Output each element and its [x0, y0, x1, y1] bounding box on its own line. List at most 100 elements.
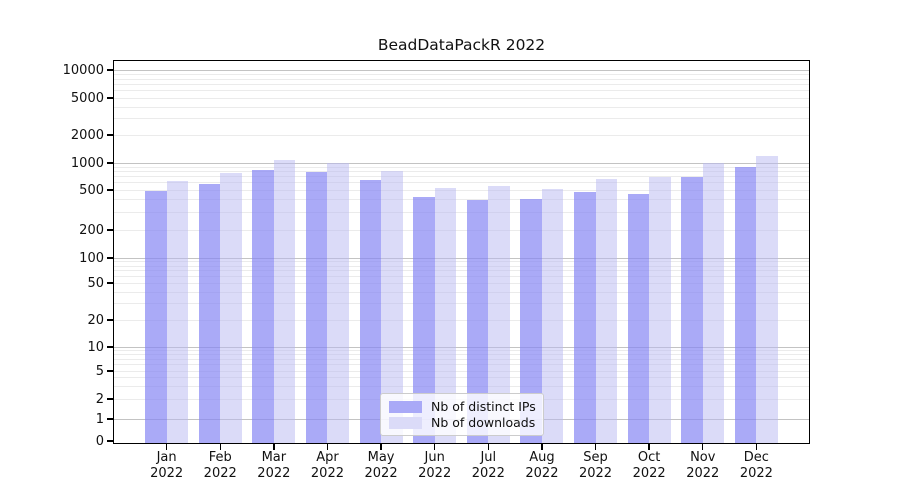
gridline-minor — [114, 78, 809, 80]
y-tick-mark — [107, 418, 113, 420]
x-tick-mark — [541, 444, 543, 450]
gridline-minor — [114, 291, 809, 293]
gridline-minor — [114, 364, 809, 366]
y-tick-mark — [107, 440, 113, 442]
bar-jun-distinct-ips — [413, 196, 435, 444]
y-tick-mark — [107, 162, 113, 164]
bar-jul-downloads — [488, 185, 510, 444]
y-tick-label-20: 20 — [87, 312, 104, 328]
bar-sep-downloads — [595, 179, 617, 444]
x-tick-mark — [219, 444, 221, 450]
gridline-minor — [114, 358, 809, 360]
gridline-minor — [114, 73, 809, 75]
legend-label: Nb of downloads — [431, 415, 536, 430]
gridline-minor — [114, 370, 809, 372]
bar-nov-downloads — [702, 163, 725, 444]
y-tick-label-10000: 10000 — [62, 62, 104, 78]
y-tick-mark — [107, 282, 113, 284]
y-tick-label-500: 500 — [79, 182, 104, 198]
y-tick-mark — [107, 97, 113, 99]
bar-apr-downloads — [327, 163, 349, 444]
x-tick-mark — [326, 444, 329, 450]
bar-mar-downloads — [273, 160, 296, 444]
gridline-minor — [114, 83, 809, 85]
bar-aug-downloads — [541, 188, 564, 444]
legend-item: Nb of distinct IPs — [389, 399, 536, 414]
x-tick-label-mar: Mar 2022 — [257, 450, 291, 481]
y-tick-label-100: 100 — [79, 250, 104, 266]
bar-feb-distinct-ips — [198, 184, 221, 444]
x-tick-mark — [273, 444, 275, 450]
gridline-minor — [114, 319, 809, 321]
legend-swatch — [389, 416, 422, 429]
gridline-minor — [114, 106, 809, 108]
gridline-minor — [114, 176, 809, 178]
gridline-major — [114, 346, 809, 348]
gridline-minor — [114, 90, 809, 92]
x-tick-mark — [487, 444, 489, 450]
x-tick-mark — [755, 444, 758, 450]
bar-may-distinct-ips — [359, 180, 382, 444]
gridline-minor — [114, 303, 809, 305]
y-tick-mark — [107, 229, 113, 231]
x-tick-mark — [380, 444, 382, 450]
gridline-minor — [114, 261, 809, 263]
gridline-minor — [114, 229, 809, 231]
x-tick-mark — [594, 444, 597, 450]
y-tick-label-5: 5 — [95, 363, 104, 379]
bar-oct-downloads — [649, 177, 671, 444]
x-tick-mark — [648, 444, 650, 450]
x-tick-label-aug: Aug 2022 — [525, 450, 559, 481]
gridline-minor — [114, 350, 809, 352]
y-tick-label-2000: 2000 — [70, 127, 104, 143]
y-tick-mark — [107, 346, 113, 348]
gridline-minor — [114, 265, 809, 267]
legend-label: Nb of distinct IPs — [431, 399, 536, 414]
y-tick-label-0: 0 — [95, 433, 104, 449]
y-tick-label-10: 10 — [87, 339, 104, 355]
gridline-minor — [114, 275, 809, 277]
y-tick-mark — [107, 370, 113, 372]
x-tick-mark — [702, 444, 704, 450]
gridline-minor — [114, 134, 809, 136]
gridline-minor — [114, 377, 809, 379]
y-tick-label-50: 50 — [87, 275, 104, 291]
y-tick-label-1000: 1000 — [70, 155, 104, 171]
legend: Nb of distinct IPs Nb of downloads — [380, 393, 544, 436]
y-tick-mark — [107, 319, 113, 321]
gridline-minor — [114, 171, 809, 173]
x-tick-label-may: May 2022 — [364, 450, 398, 481]
x-tick-label-oct: Oct 2022 — [632, 450, 666, 481]
y-tick-mark — [107, 69, 113, 71]
bar-dec-downloads — [756, 155, 778, 444]
x-tick-label-jun: Jun 2022 — [418, 450, 452, 481]
gridline-minor — [114, 166, 809, 168]
x-tick-label-feb: Feb 2022 — [203, 450, 237, 481]
gridline-minor — [114, 354, 809, 356]
legend-swatch — [389, 400, 422, 413]
x-tick-label-jul: Jul 2022 — [471, 450, 505, 481]
bar-oct-distinct-ips — [627, 194, 650, 444]
bar-jan-distinct-ips — [145, 190, 167, 444]
x-tick-label-dec: Dec 2022 — [739, 450, 773, 481]
gridline-minor — [114, 199, 809, 201]
gridline-minor — [114, 211, 809, 213]
x-tick-label-jan: Jan 2022 — [150, 450, 184, 481]
bar-feb-downloads — [220, 172, 242, 444]
x-tick-mark — [165, 444, 168, 450]
legend-item: Nb of downloads — [389, 415, 535, 430]
x-tick-label-nov: Nov 2022 — [686, 450, 720, 481]
bar-mar-distinct-ips — [252, 170, 274, 444]
y-tick-label-2: 2 — [95, 391, 104, 407]
y-tick-mark — [107, 134, 113, 136]
plot-area — [113, 60, 810, 444]
gridline-minor — [114, 270, 809, 272]
bar-jul-distinct-ips — [466, 199, 489, 444]
y-tick-label-5000: 5000 — [70, 90, 104, 106]
gridline-minor — [114, 386, 809, 388]
x-tick-label-apr: Apr 2022 — [310, 450, 344, 481]
y-tick-mark — [107, 189, 113, 191]
chart-title: BeadDataPackR 2022 — [377, 36, 546, 54]
gridline-minor — [114, 182, 809, 184]
gridline-major — [114, 69, 809, 71]
